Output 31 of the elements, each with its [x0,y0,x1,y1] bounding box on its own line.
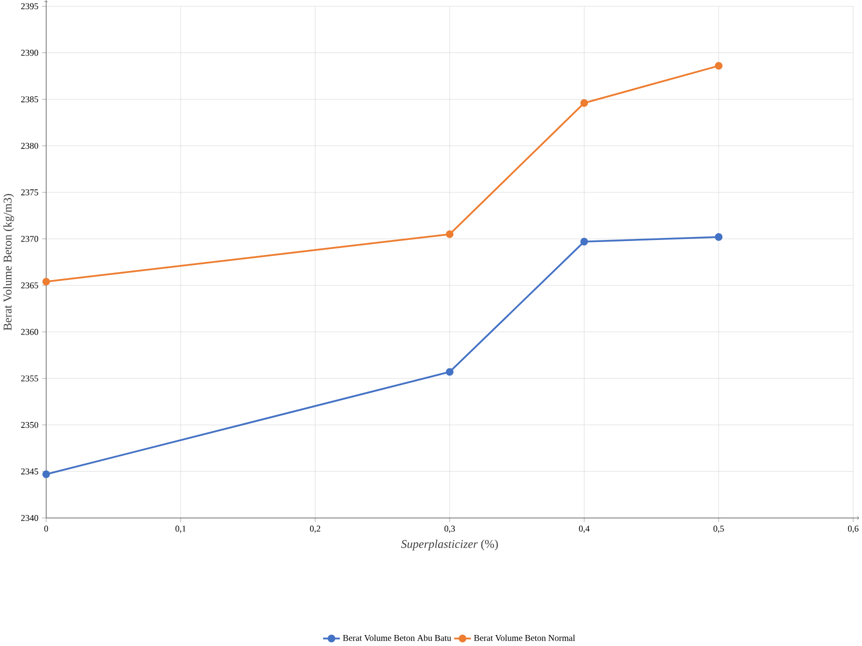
point [42,470,50,478]
point [42,278,50,286]
y-tick-label: 2355 [21,375,38,382]
y-tick-label: 2390 [21,50,38,56]
y-tick-label: 2380 [21,142,38,149]
y-tick-label: 2375 [21,189,38,196]
x-tick-label: 0,3 [444,526,455,533]
y-axis-title: Berat Volume Beton (kg/m3) [3,194,14,330]
y-tick-label: 2385 [21,96,38,102]
legend-label: Berat Volume Beton Normal [474,634,576,641]
point [446,230,454,238]
y-tick-label: 2345 [21,468,38,474]
legend-label: Berat Volume Beton Abu Batu [342,634,452,641]
x-tick-label: 0 [44,526,48,532]
x-tick-label: 0,6 [848,526,858,533]
y-tick-label: 2360 [21,328,38,335]
point [714,233,723,241]
point [714,62,723,70]
x-tick-label: 0,4 [578,526,590,533]
x-tick-label: 0,5 [713,526,724,533]
point [446,368,454,376]
y-tick-label: 2365 [21,282,38,288]
y-tick-label: 2395 [21,3,38,10]
x-tick-label: 0,1 [175,526,186,533]
x-tick-label: 0,2 [310,526,320,533]
y-tick-label: 2340 [21,514,38,521]
point [580,99,588,107]
y-tick-label: 2370 [21,236,38,242]
point [580,238,588,246]
y-tick-label: 2350 [21,422,38,428]
x-axis-title: Superplasticizer (%) [401,540,498,550]
